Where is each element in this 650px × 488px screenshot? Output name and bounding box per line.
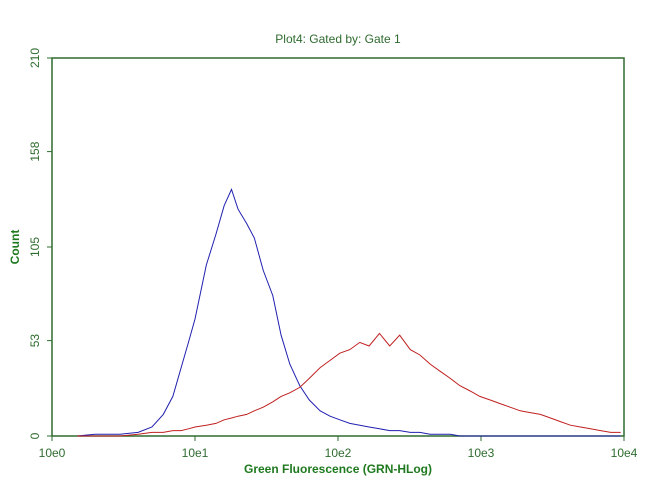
plot-frame: [51, 57, 625, 437]
x-tick-label: 10e4: [611, 446, 638, 460]
histogram-line: [77, 188, 621, 437]
y-tick-label: 105: [28, 237, 42, 257]
y-tick-label: 53: [28, 334, 42, 348]
y-axis-label: Count: [8, 230, 22, 265]
y-tick-label: 158: [28, 141, 42, 161]
histogram-line: [77, 332, 621, 437]
x-tick-label: 10e1: [182, 446, 209, 460]
y-tick-label: 210: [28, 48, 42, 68]
chart-title: Plot4: Gated by: Gate 1: [275, 32, 401, 46]
y-tick-label: 0: [28, 432, 42, 439]
x-tick-label: 10e0: [39, 446, 66, 460]
x-tick-label: 10e3: [468, 446, 495, 460]
x-axis-label: Green Fluorescence (GRN-HLog): [244, 462, 432, 476]
x-tick-label: 10e2: [325, 446, 352, 460]
